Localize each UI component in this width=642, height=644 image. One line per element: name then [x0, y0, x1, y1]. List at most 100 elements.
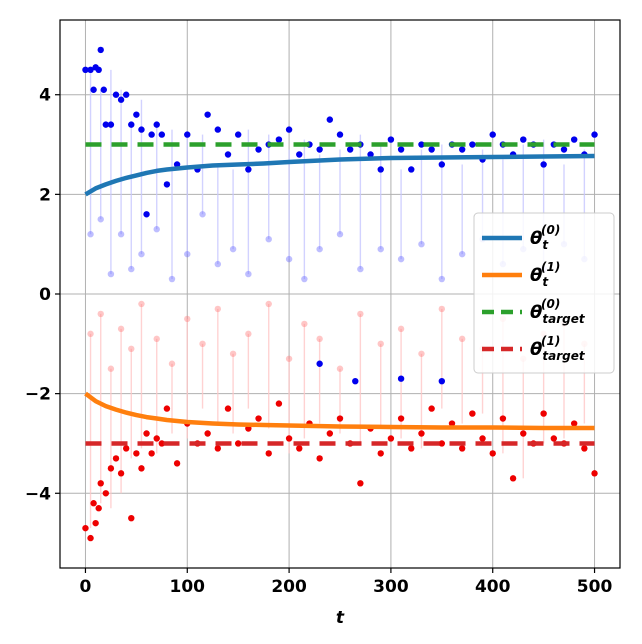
scatter-point — [397, 375, 405, 382]
series-layer — [84, 142, 595, 446]
scatter-point — [540, 410, 547, 417]
scatter-point — [408, 445, 415, 452]
faint-point — [107, 270, 115, 278]
faint-point — [301, 275, 308, 283]
scatter-point — [245, 166, 252, 173]
faint-point — [168, 360, 176, 367]
faint-point — [245, 270, 252, 278]
x-tick-label: 500 — [577, 577, 613, 597]
scatter-point — [428, 146, 435, 153]
x-tick-label: 400 — [475, 577, 511, 597]
faint-point — [418, 350, 425, 357]
faint-point — [87, 330, 94, 338]
scatter-point — [520, 430, 527, 437]
scatter-point — [138, 126, 145, 133]
scatter-point — [224, 151, 232, 158]
scatter-point — [128, 121, 135, 128]
scatter-point — [489, 131, 496, 138]
scatter-point — [438, 377, 446, 385]
scatter-point — [204, 430, 211, 437]
scatter-point — [387, 136, 395, 143]
faint-point — [285, 255, 293, 263]
scatter-point — [255, 415, 262, 422]
scatter-point — [138, 465, 145, 472]
scatter-point — [234, 131, 242, 138]
faint-point — [199, 340, 206, 348]
scatter-point — [87, 66, 94, 74]
faint-point — [199, 211, 206, 218]
faint-point — [336, 365, 344, 372]
faint-point — [301, 320, 308, 328]
scatter-point — [173, 460, 181, 467]
faint-point — [245, 330, 252, 338]
scatter-point — [122, 445, 130, 452]
faint-point — [184, 250, 191, 258]
faint-point — [357, 265, 364, 273]
scatter-point — [346, 146, 354, 153]
scatter-point — [367, 151, 374, 158]
scatter-point — [591, 470, 598, 477]
scatter-point — [326, 116, 334, 123]
scatter-point — [143, 211, 150, 218]
scatter-point — [408, 166, 415, 173]
scatter-point — [92, 519, 99, 527]
legend-label-sup: (1) — [541, 260, 560, 274]
scatter-point — [448, 420, 456, 427]
scatter-point — [275, 136, 283, 143]
legend-label-main: θ — [530, 302, 542, 323]
legend-label: θt(1) — [530, 260, 560, 289]
faint-point — [128, 345, 135, 352]
faint-point — [214, 305, 222, 313]
y-tick-label: 4 — [39, 86, 51, 106]
scatter-point — [184, 131, 191, 138]
scatter-point — [97, 480, 104, 487]
ticks: 0 100 200 300 400 500 −4 −2 0 2 4 — [25, 86, 613, 597]
legend-label-main: θ — [530, 265, 542, 286]
x-tick-label: 200 — [271, 577, 307, 597]
faint-point — [153, 335, 160, 343]
x-tick-label: 0 — [80, 577, 92, 597]
legend-label-sub: t — [542, 238, 549, 252]
scatter-point — [102, 121, 110, 128]
scatter-point — [107, 121, 115, 128]
faint-point — [153, 226, 160, 233]
faint-point — [438, 275, 446, 283]
scatter-group-2 — [316, 360, 446, 385]
faint-point — [107, 365, 115, 372]
legend: θt(0)θt(1)θtarget(0)θtarget(1) — [473, 212, 615, 374]
scatter-point — [100, 86, 107, 93]
scatter-point — [560, 146, 568, 153]
legend-label-sup: (1) — [541, 334, 560, 348]
scatter-point — [97, 46, 104, 54]
scatter-point — [275, 400, 283, 407]
scatter-point — [520, 136, 527, 143]
scatter-point — [458, 146, 466, 153]
scatter-point — [509, 475, 517, 482]
scatter-point — [540, 161, 547, 168]
scatter-point — [265, 450, 272, 457]
scatter-point — [158, 440, 166, 447]
scatter-point — [163, 181, 171, 188]
faint-point — [316, 245, 323, 253]
scatter-point — [377, 166, 384, 173]
scatter-point — [133, 111, 140, 118]
scatter-point — [224, 405, 232, 412]
legend-label-sub: t — [542, 275, 549, 289]
scatter-point — [285, 435, 293, 442]
faint-point — [316, 335, 323, 343]
scatter-point — [82, 66, 89, 74]
scatter-point — [418, 430, 425, 437]
scatter-point — [316, 455, 323, 462]
scatter-point — [352, 377, 359, 385]
scatter-point — [570, 136, 578, 143]
legend-label: θtarget(1) — [530, 334, 586, 363]
x-axis-label: t — [336, 608, 345, 628]
scatter-point — [285, 126, 293, 133]
scatter-point — [296, 151, 303, 158]
faint-point — [184, 315, 191, 323]
scatter-point — [117, 470, 125, 477]
scatter-point — [148, 131, 155, 138]
series-line-0 — [84, 153, 595, 197]
scatter-point — [581, 445, 588, 452]
